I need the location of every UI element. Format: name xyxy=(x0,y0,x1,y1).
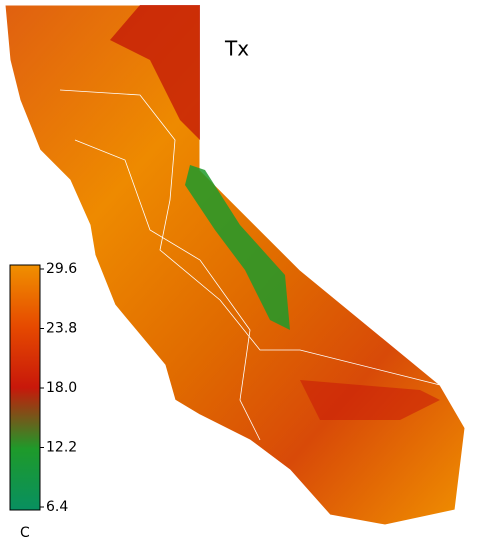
colorbar-label: 29.6 xyxy=(46,261,77,277)
colorbar-label: 18.0 xyxy=(46,380,77,396)
map-title: Tx xyxy=(224,37,249,61)
colorbar-label: 23.8 xyxy=(46,321,77,337)
california-map xyxy=(4,4,466,526)
colorbar-label: 6.4 xyxy=(46,499,68,515)
colorbar-ramp xyxy=(9,264,41,511)
colorbar-label: 12.2 xyxy=(46,440,77,456)
colorbar: 29.6 23.8 18.0 12.2 6.4 xyxy=(9,261,77,515)
colorbar-unit: C xyxy=(20,525,30,541)
